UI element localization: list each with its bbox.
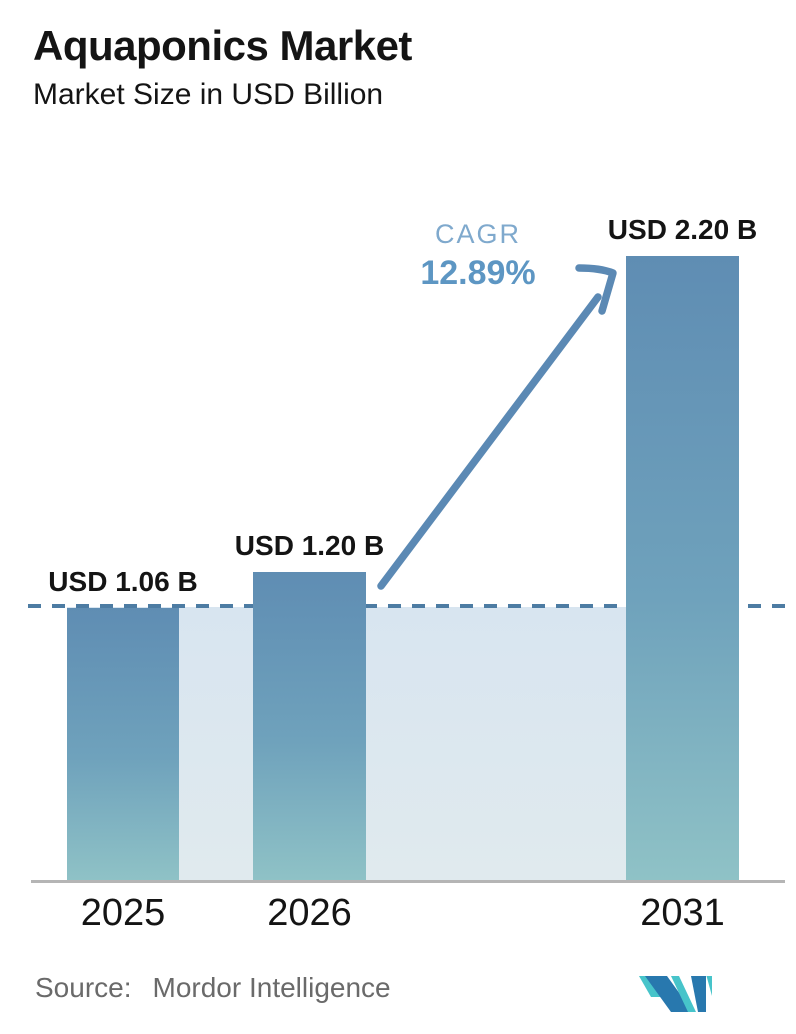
reference-dashed-line <box>28 604 785 608</box>
source-attribution: Source: Mordor Intelligence <box>35 972 391 1004</box>
source-label: Source: <box>35 972 132 1003</box>
value-label-2031: USD 2.20 B <box>607 214 758 245</box>
cagr-value: 12.89% <box>420 254 536 292</box>
value-label-2025: USD 1.06 B <box>48 566 198 597</box>
cagr-annotation: CAGR 12.89% <box>420 219 535 293</box>
x-tick-2026: 2026 <box>267 892 352 934</box>
chart-subtitle: Market Size in USD Billion <box>33 78 384 111</box>
bar-2031 <box>626 256 739 881</box>
mordor-intelligence-logo-icon <box>639 976 712 1012</box>
bar-2025 <box>67 608 179 881</box>
page-title: Aquaponics Market <box>33 22 412 69</box>
x-axis-line <box>31 880 785 883</box>
source-value: Mordor Intelligence <box>152 972 391 1003</box>
bar-2026 <box>253 572 366 881</box>
x-tick-2025: 2025 <box>80 892 166 934</box>
cagr-label: CAGR <box>434 219 522 249</box>
value-label-2026: USD 1.20 B <box>234 530 385 561</box>
x-tick-2031: 2031 <box>640 892 725 934</box>
